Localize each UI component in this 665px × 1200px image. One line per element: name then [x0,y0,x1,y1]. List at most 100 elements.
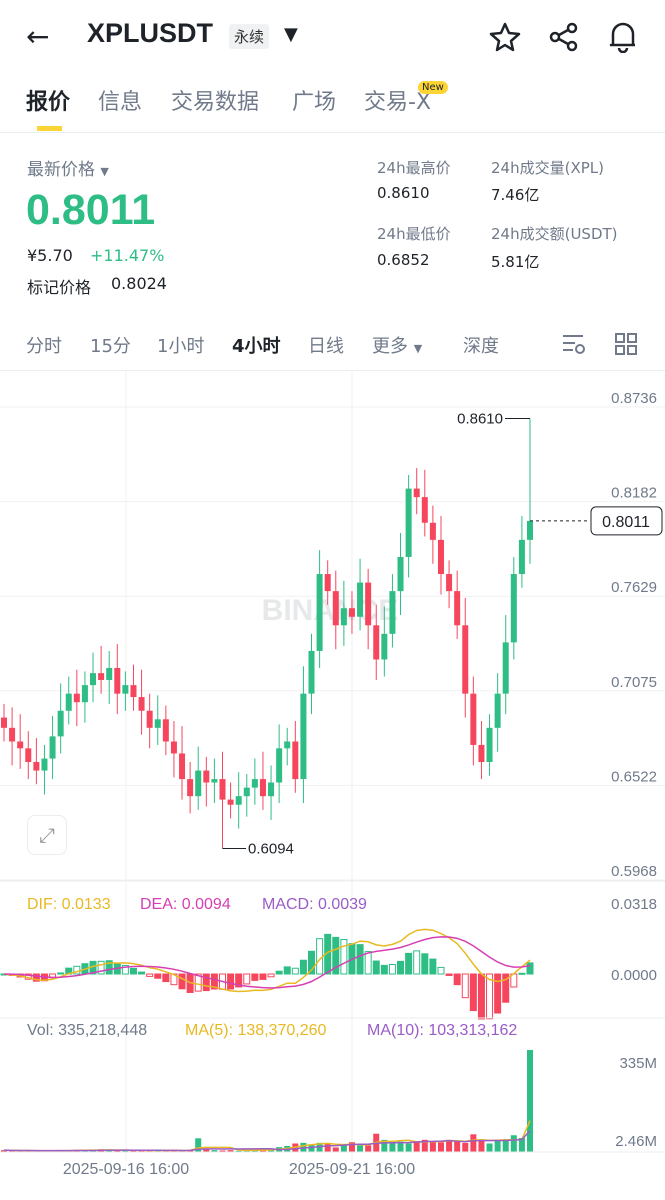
interval-15m[interactable]: 15分 [90,336,131,357]
interval-line[interactable]: 分时 [26,336,62,357]
mark-price: 0.8024 [111,274,167,293]
candle-body [73,693,80,703]
macd-histogram-bar [105,960,113,975]
macd-histogram-bar [251,973,259,981]
candle-body [405,488,412,557]
bell-icon[interactable] [607,19,639,53]
volume-bar [106,1150,113,1152]
macd-histogram-bar [453,973,461,986]
price-axis-label: 0.8182 [611,485,657,502]
volume-bar [340,1144,347,1152]
interval-1h[interactable]: 1小时 [157,336,205,357]
candle-body [510,574,517,643]
candle-body [276,748,283,783]
candle-body [381,633,388,660]
candle-body [179,753,186,780]
volume-bar [17,1150,24,1152]
volume-bar [348,1142,355,1152]
macd-histogram-bar [162,973,170,983]
candle-body [227,799,234,805]
volume-bar [446,1139,453,1152]
volume-bar [413,1141,420,1152]
back-arrow-icon[interactable]: ← [26,20,50,53]
min-price-label: 0.6094 [248,840,294,857]
macd-histogram-bar [494,973,502,1014]
macd-axis-label: 0.0318 [611,896,657,913]
tab-quote[interactable]: 报价 [26,90,71,115]
tab-trade-x[interactable]: 交易-X [364,90,432,115]
caret-down-icon: ▼ [100,165,109,178]
symbol-title[interactable]: XPLUSDT [87,18,214,48]
macd-histogram-bar [518,972,526,975]
volume-bar [219,1150,226,1152]
layout-grid-icon[interactable] [614,332,638,356]
candle-body [340,608,347,626]
candle-body [308,650,315,694]
macd-histogram-bar [372,960,380,975]
volume-bar [494,1139,501,1152]
candlestick-chart[interactable]: 0.8736 0.8182 0.7629 0.7075 0.6522 0.5968 BINA… [0,371,665,1200]
indicator-settings-icon[interactable] [561,332,587,356]
candle-body [49,736,56,759]
candle-body [348,608,355,617]
volume-bar [405,1143,412,1152]
tab-square[interactable]: 广场 [292,90,337,115]
candle-body [268,782,275,797]
macd-histogram-bar [461,973,469,999]
interval-1d[interactable]: 日线 [308,336,344,357]
macd-histogram-bar [146,973,154,977]
candle-body [478,744,485,763]
volume-bar [1,1150,7,1152]
candle-body [130,685,137,698]
interval-4h[interactable]: 4小时 [232,336,281,357]
volume-bar [324,1143,331,1152]
volume-bar [9,1150,16,1152]
macd-histogram-bar [397,960,405,975]
volume-bar [211,1150,218,1152]
macd-histogram-bar [477,973,485,1020]
macd-histogram-bar [227,973,235,990]
last-price-tag [590,506,663,536]
star-icon[interactable] [489,21,521,53]
macd-histogram-bar [316,938,324,975]
macd-histogram-bar [526,962,534,975]
volume-bar [421,1139,428,1152]
volume-bar [203,1148,210,1152]
candle-body [527,520,533,540]
active-tab-indicator [37,126,62,131]
macd-histogram-bar [267,973,275,978]
candle-body [389,591,396,634]
low-value: 0.6852 [377,251,430,269]
ma5-label: MA(5): 138,370,260 [185,1022,327,1039]
volume-bar [25,1150,32,1152]
candle-body [518,539,525,575]
contract-type-badge: 永续 [229,24,270,49]
volume-bar [462,1142,469,1152]
volume-bar [227,1150,234,1152]
share-icon[interactable] [548,21,580,53]
macd-histogram-bar [299,959,307,975]
amount-value: 5.81亿 [491,253,540,271]
tab-trading-data[interactable]: 交易数据 [171,90,260,115]
interval-more[interactable]: 更多 ▼ [372,332,422,358]
candle-body [138,697,145,711]
macd-histogram-bar [502,973,510,1003]
new-badge: New [418,81,448,94]
candle-body [122,685,129,694]
candle-body [462,625,469,694]
fullscreen-expand-icon[interactable]: ⤢ [27,815,67,855]
macd-histogram-bar [340,938,348,975]
candle-body [195,770,202,797]
symbol-dropdown-icon[interactable]: ▼ [284,24,298,45]
volume-bar [114,1150,121,1152]
tab-info[interactable]: 信息 [98,90,143,115]
candle-body [470,693,477,745]
last-price-label[interactable]: 最新价格 ▼ [27,155,109,180]
volume-bar [316,1142,323,1152]
volume-bar [154,1150,161,1152]
candle-body [243,787,250,797]
last-price-tag-label: 0.8011 [602,514,650,531]
price-axis-label: 0.7075 [611,674,657,691]
interval-depth[interactable]: 深度 [463,336,499,357]
macd-histogram-bar [437,966,445,975]
